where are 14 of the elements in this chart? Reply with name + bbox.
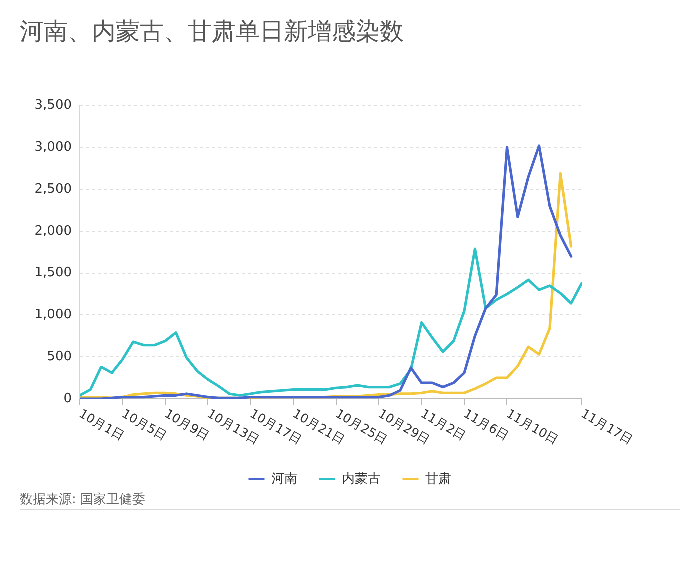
y-tick-label: 3,500 xyxy=(34,98,72,114)
x-tick-label: 11月17日 xyxy=(578,406,636,448)
source-note: 数据来源: 国家卫健委 xyxy=(20,491,146,508)
legend-label: 甘肃 xyxy=(425,472,452,487)
y-tick-label: 3,000 xyxy=(34,140,72,156)
y-tick-label: 2,000 xyxy=(34,224,72,239)
legend-label: 内蒙古 xyxy=(342,472,381,487)
y-tick-label: 1,500 xyxy=(34,266,72,281)
y-tick-label: 2,500 xyxy=(34,182,72,197)
chart-title: 河南、内蒙古、甘肃单日新增感染数 xyxy=(20,18,404,46)
y-tick-label: 1,000 xyxy=(34,308,72,323)
legend-label: 河南 xyxy=(271,472,298,487)
y-tick-label: 0 xyxy=(64,391,72,406)
y-tick-label: 500 xyxy=(47,349,72,364)
